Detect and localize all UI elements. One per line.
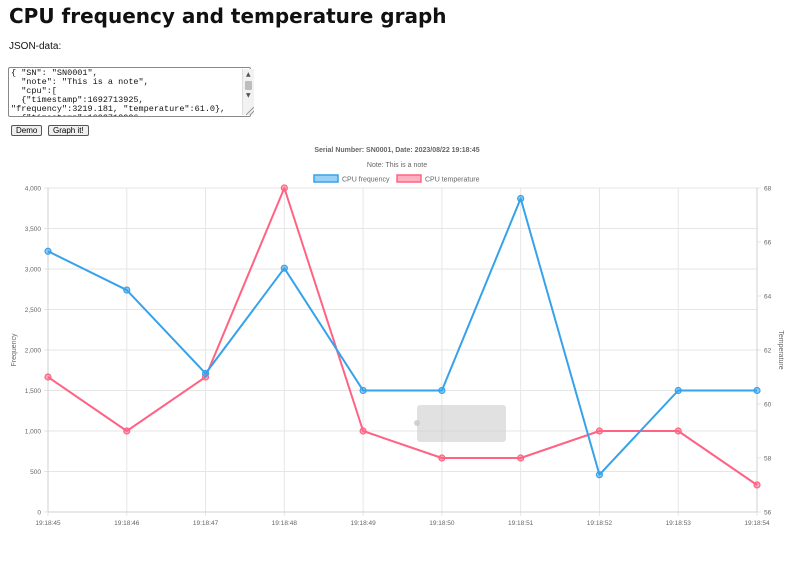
y-right-tick-label: 60: [764, 402, 772, 409]
x-tick-label: 19:18:45: [35, 520, 61, 527]
chart-title: Serial Number: SN0001, Date: 2023/08/22 …: [314, 147, 479, 154]
frequency-data-point: [44, 247, 52, 255]
legend-frequency-swatch[interactable]: [313, 174, 339, 183]
frequency-data-point: [359, 386, 367, 395]
y-left-tick-label: 0: [37, 510, 41, 517]
scroll-thumb[interactable]: [245, 81, 252, 90]
legend-frequency-label[interactable]: CPU frequency: [342, 177, 390, 184]
y-left-tick-label: 3,500: [25, 226, 42, 233]
legend-temperature-swatch[interactable]: [396, 174, 422, 183]
y-left-tick-label: 2,000: [25, 348, 42, 355]
temperature-data-point: [438, 454, 446, 462]
temperature-series-line: [47, 187, 758, 486]
temperature-data-point: [280, 184, 288, 192]
textarea-scrollbar[interactable]: ▲ ▼: [242, 69, 254, 115]
y-left-tick-label: 3,000: [25, 267, 42, 274]
frequency-data-point: [674, 386, 682, 395]
temperature-data-point: [753, 481, 761, 489]
x-tick-label: 19:18:47: [193, 520, 219, 527]
x-tick-label: 19:18:51: [508, 520, 534, 527]
resize-grip-icon[interactable]: [246, 107, 254, 115]
demo-button[interactable]: Demo: [11, 125, 43, 136]
temperature-data-point: [517, 454, 525, 462]
x-tick-label: 19:18:46: [114, 520, 140, 527]
frequency-series-line: [47, 197, 757, 476]
chart-series: [44, 184, 761, 489]
chart-legend[interactable]: CPU frequency CPU temperature: [313, 174, 480, 184]
cpu-chart: Serial Number: SN0001, Date: 2023/08/22 …: [11, 147, 784, 528]
frequency-data-point: [438, 386, 446, 395]
scroll-down-arrow-icon[interactable]: ▼: [246, 92, 251, 99]
y-right-tick-label: 66: [764, 240, 772, 247]
y-axis-right-title: Temperature: [777, 330, 784, 369]
temperature-data-point: [674, 427, 682, 435]
x-tick-label: 19:18:49: [350, 520, 376, 527]
json-data-textarea[interactable]: [8, 67, 251, 117]
chart-grid: [44, 187, 761, 516]
x-tick-label: 19:18:48: [272, 520, 298, 527]
frequency-data-point: [595, 471, 604, 479]
graph-it-button[interactable]: Graph it!: [48, 125, 89, 136]
y-right-tick-label: 62: [764, 348, 772, 355]
legend-temperature-label[interactable]: CPU temperature: [425, 177, 480, 184]
y-right-tick-label: 68: [764, 186, 772, 193]
y-right-tick-label: 56: [764, 510, 772, 517]
y-right-tick-label: 64: [764, 294, 772, 301]
y-left-tick-label: 1,500: [25, 388, 42, 395]
y-left-tick-label: 500: [30, 469, 41, 476]
scroll-up-arrow-icon[interactable]: ▲: [246, 71, 251, 78]
frequency-data-point: [201, 369, 210, 378]
chart-axes: 19:18:45 19:18:46 19:18:47 19:18:48 19:18:49…: [25, 186, 772, 528]
temperature-data-point: [595, 427, 604, 435]
temperature-data-point: [44, 373, 52, 381]
json-data-label: JSON-data:: [9, 41, 62, 52]
y-left-tick-label: 2,500: [25, 307, 42, 314]
temperature-data-point: [123, 427, 131, 435]
chart-tooltip: [417, 405, 506, 442]
y-axis-left-title: Frequency: [11, 333, 18, 367]
x-tick-label: 19:18:54: [744, 520, 770, 527]
chart-subtitle: Note: This is a note: [367, 162, 427, 169]
x-tick-label: 19:18:50: [429, 520, 455, 527]
page-title: CPU frequency and temperature graph: [9, 4, 447, 28]
y-left-tick-label: 4,000: [25, 186, 42, 193]
x-tick-label: 19:18:53: [666, 520, 692, 527]
frequency-data-point: [517, 194, 525, 203]
temperature-data-point: [359, 427, 367, 435]
frequency-data-point: [280, 264, 288, 272]
y-right-tick-label: 58: [764, 456, 772, 463]
x-tick-label: 19:18:52: [587, 520, 613, 527]
frequency-data-point: [123, 286, 131, 294]
y-left-tick-label: 1,000: [25, 429, 42, 436]
frequency-data-point: [753, 386, 761, 395]
